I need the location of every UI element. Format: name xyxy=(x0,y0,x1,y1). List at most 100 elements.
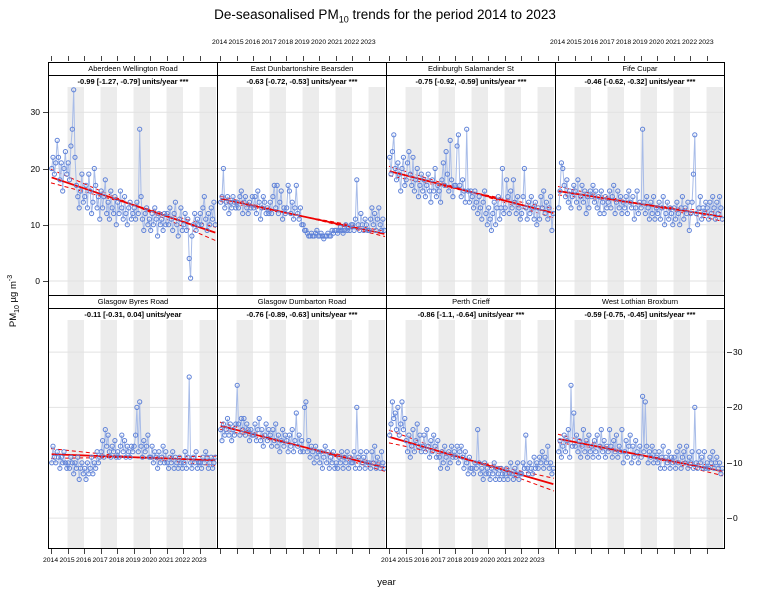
data-point xyxy=(576,438,582,444)
data-point xyxy=(686,227,692,233)
data-point xyxy=(449,177,455,183)
x-axis-tick xyxy=(558,56,559,61)
data-point xyxy=(664,199,670,205)
data-point xyxy=(274,443,280,449)
x-axis-tick xyxy=(488,549,489,554)
data-point xyxy=(443,454,449,460)
data-point xyxy=(259,427,265,433)
data-point xyxy=(391,415,397,422)
strip-title: Edinburgh Salamander St xyxy=(387,63,555,76)
data-point xyxy=(521,465,527,471)
data-point xyxy=(534,222,540,228)
data-point xyxy=(688,210,694,217)
data-point xyxy=(440,460,446,466)
data-point xyxy=(664,460,670,466)
x-axis-column xyxy=(387,36,555,61)
data-point xyxy=(321,236,327,242)
trend-line xyxy=(51,176,216,234)
data-point xyxy=(528,194,534,200)
data-point xyxy=(89,454,95,460)
data-point xyxy=(718,205,724,211)
data-point xyxy=(341,454,348,460)
data-point xyxy=(460,177,466,183)
data-point xyxy=(629,460,635,466)
x-axis-tick xyxy=(422,549,423,554)
data-point xyxy=(608,443,614,449)
data-point xyxy=(649,210,655,217)
x-axis-tick xyxy=(438,549,440,554)
data-line xyxy=(558,129,723,231)
data-point xyxy=(535,465,541,471)
data-point xyxy=(226,210,232,217)
data-point xyxy=(93,465,99,471)
data-point xyxy=(248,427,254,433)
data-point xyxy=(616,205,622,211)
data-point xyxy=(161,210,168,217)
data-point xyxy=(347,454,353,460)
year-bands xyxy=(67,87,217,295)
x-axis-tick-label: 2022 xyxy=(513,557,529,564)
data-point xyxy=(242,432,248,438)
data-markers xyxy=(556,126,724,233)
data-point xyxy=(392,410,398,416)
data-point xyxy=(410,154,416,160)
data-point xyxy=(240,210,246,217)
data-point xyxy=(293,182,299,189)
data-point xyxy=(613,199,620,205)
x-axis-tick xyxy=(166,56,168,61)
data-point xyxy=(409,443,415,449)
data-point xyxy=(117,443,124,449)
data-point xyxy=(363,222,369,228)
data-point xyxy=(668,454,675,460)
data-point xyxy=(523,205,529,211)
plot-area xyxy=(49,320,217,548)
bottom-x-axis: 2014 2015 2016 2017 2018 2019 2020 2021 2022 2023… xyxy=(43,549,725,575)
data-point xyxy=(584,454,591,460)
data-point xyxy=(612,210,618,217)
data-point xyxy=(656,449,662,455)
x-axis-tick-label: 2017 xyxy=(430,557,446,564)
data-point xyxy=(218,199,224,205)
data-point xyxy=(112,438,118,444)
data-point xyxy=(454,143,460,149)
data-point xyxy=(631,454,637,460)
data-point xyxy=(512,199,518,205)
data-point xyxy=(586,205,592,211)
data-point xyxy=(453,454,459,460)
data-point xyxy=(350,222,356,228)
data-point xyxy=(160,227,166,233)
data-point xyxy=(369,449,375,455)
data-point xyxy=(644,443,650,449)
data-point xyxy=(269,443,275,449)
data-point xyxy=(655,210,661,217)
data-point xyxy=(159,216,165,222)
gridlines xyxy=(556,111,724,282)
trend-annotation: -0.63 [-0.72, -0.53] units/year *** xyxy=(218,76,386,87)
x-axis-tick xyxy=(558,549,559,554)
x-axis-tick xyxy=(438,56,440,61)
data-point xyxy=(263,421,269,427)
data-point xyxy=(509,205,515,211)
x-axis-tick xyxy=(335,549,337,554)
data-point xyxy=(337,224,343,231)
data-point xyxy=(499,471,506,477)
data-point xyxy=(60,188,66,194)
x-axis-tick xyxy=(591,56,592,61)
data-point xyxy=(510,177,517,183)
data-point xyxy=(182,210,188,217)
year-band xyxy=(199,87,217,295)
data-point xyxy=(607,188,613,194)
data-point xyxy=(413,438,419,444)
data-point xyxy=(642,210,648,217)
data-point xyxy=(464,460,470,466)
data-point xyxy=(256,199,262,205)
data-point xyxy=(150,222,157,228)
data-point xyxy=(701,449,707,455)
data-point xyxy=(172,199,179,205)
data-point xyxy=(674,199,680,205)
data-point xyxy=(679,454,686,460)
data-point xyxy=(94,205,100,211)
x-axis-tick-label: 2019 xyxy=(125,557,141,564)
data-point xyxy=(234,199,240,205)
data-point xyxy=(523,432,529,438)
